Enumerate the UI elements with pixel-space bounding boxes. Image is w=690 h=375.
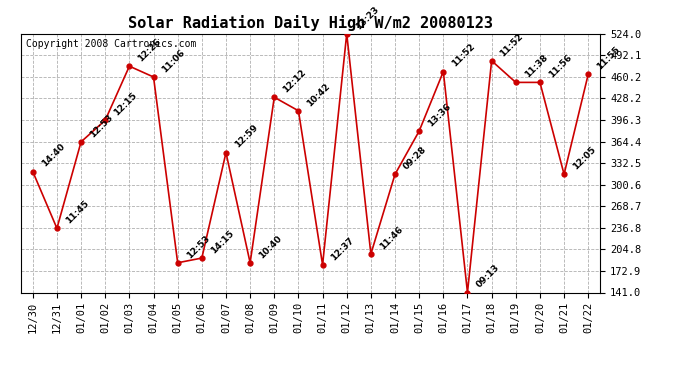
Text: 11:52: 11:52 (451, 42, 477, 69)
Text: 11:45: 11:45 (64, 199, 90, 225)
Text: 11:46: 11:46 (378, 225, 404, 251)
Text: 09:28: 09:28 (402, 145, 428, 171)
Text: 11:38: 11:38 (523, 53, 549, 80)
Text: 11:52: 11:52 (499, 32, 525, 58)
Text: 14:15: 14:15 (209, 229, 235, 255)
Text: 12:53: 12:53 (185, 233, 211, 260)
Text: 12:26: 12:26 (137, 37, 163, 63)
Text: 10:40: 10:40 (257, 234, 284, 260)
Text: Solar Radiation Daily High W/m2 20080123: Solar Radiation Daily High W/m2 20080123 (128, 15, 493, 31)
Text: Copyright 2008 Cartronics.com: Copyright 2008 Cartronics.com (26, 39, 197, 49)
Text: 11:55: 11:55 (595, 45, 622, 72)
Text: 12:15: 12:15 (112, 91, 139, 117)
Text: 11:56: 11:56 (547, 53, 573, 80)
Text: 13:23: 13:23 (354, 4, 380, 31)
Text: 12:37: 12:37 (330, 236, 356, 262)
Text: 12:12: 12:12 (282, 68, 308, 94)
Text: 12:53: 12:53 (88, 112, 115, 139)
Text: 13:36: 13:36 (426, 102, 453, 128)
Text: 12:59: 12:59 (233, 123, 259, 150)
Text: 10:42: 10:42 (306, 81, 332, 108)
Text: 09:13: 09:13 (475, 263, 501, 290)
Text: 12:05: 12:05 (571, 145, 598, 171)
Text: 14:40: 14:40 (40, 142, 66, 169)
Text: 11:06: 11:06 (161, 48, 187, 74)
